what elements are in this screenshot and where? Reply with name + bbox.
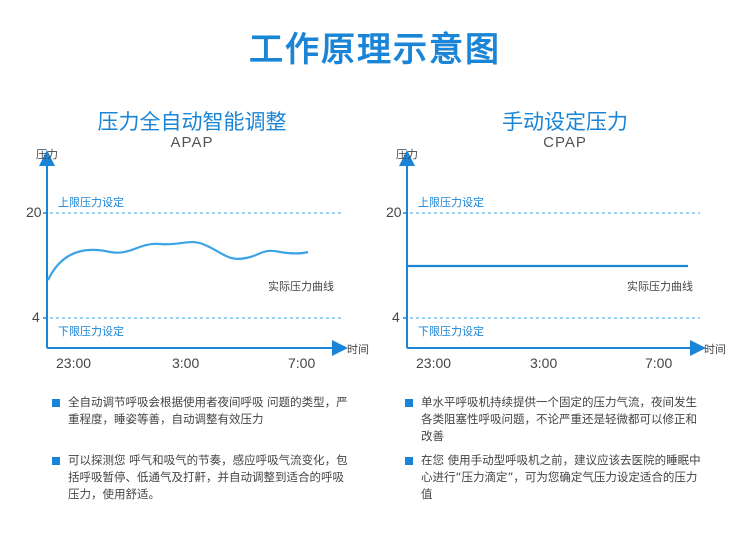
apap-lower-limit-label: 下限压力设定 (58, 325, 124, 338)
apap-x-tick-2300: 23:00 (56, 355, 92, 371)
apap-upper-limit-label: 上限压力设定 (58, 196, 124, 209)
cpap-panel-subtitle: CPAP (543, 134, 587, 151)
cpap-upper-limit-label: 上限压力设定 (418, 196, 484, 209)
bullet-square-icon (52, 399, 60, 407)
apap-bullet-2: 可以探测您 呼气和吸气的节奏，感应呼吸气流变化，包括呼吸暂停、低通气及打鼾，并自… (52, 452, 350, 503)
apap-y-tick-20: 20 (26, 204, 42, 220)
cpap-x-axis-label: 时间 (704, 343, 726, 356)
apap-panel-subtitle: APAP (170, 134, 214, 151)
apap-y-axis-label: 压力 (36, 148, 58, 161)
cpap-bullet-2-text: 在您 使用手动型呼吸机之前，建议应该去医院的睡眠中心进行“压力滴定”，可为您确定… (421, 453, 701, 501)
apap-bullet-1-text: 全自动调节呼吸会根据使用者夜间呼吸 问题的类型，严重程度，睡姿等善，自动调整有效… (68, 395, 348, 426)
cpap-bullet-1-text: 单水平呼吸机持续提供一个固定的压力气流，夜间发生各类阻塞性呼吸问题，不论严重还是… (421, 395, 697, 443)
apap-bullet-2-text: 可以探测您 呼气和吸气的节奏，感应呼吸气流变化，包括呼吸暂停、低通气及打鼾，并自… (68, 453, 348, 501)
cpap-x-tick-2300: 23:00 (416, 355, 452, 371)
cpap-y-tick-20: 20 (386, 204, 402, 220)
page-title: 工作原理示意图 (249, 30, 501, 70)
bullet-square-icon (405, 457, 413, 465)
cpap-bullet-1: 单水平呼吸机持续提供一个固定的压力气流，夜间发生各类阻塞性呼吸问题，不论严重还是… (405, 394, 705, 445)
apap-x-tick-300: 3:00 (172, 355, 200, 371)
apap-bullet-1: 全自动调节呼吸会根据使用者夜间呼吸 问题的类型，严重程度，睡姿等善，自动调整有效… (52, 394, 350, 428)
apap-x-axis-label: 时间 (347, 343, 369, 356)
cpap-bullet-2: 在您 使用手动型呼吸机之前，建议应该去医院的睡眠中心进行“压力滴定”，可为您确定… (405, 452, 705, 503)
apap-panel-title: 压力全自动智能调整 (97, 110, 287, 134)
cpap-diagram (399, 150, 706, 356)
apap-y-tick-4: 4 (32, 309, 40, 325)
cpap-x-tick-300: 3:00 (530, 355, 558, 371)
apap-diagram (39, 150, 348, 356)
apap-x-tick-700: 7:00 (288, 355, 316, 371)
apap-curve-label: 实际压力曲线 (268, 280, 334, 293)
cpap-curve-label: 实际压力曲线 (627, 280, 693, 293)
bullet-square-icon (52, 457, 60, 465)
bullet-square-icon (405, 399, 413, 407)
cpap-lower-limit-label: 下限压力设定 (418, 325, 484, 338)
cpap-y-tick-4: 4 (392, 309, 400, 325)
cpap-y-axis-label: 压力 (396, 148, 418, 161)
cpap-x-tick-700: 7:00 (645, 355, 673, 371)
cpap-panel-title: 手动设定压力 (502, 110, 628, 134)
apap-pressure-curve (47, 241, 309, 281)
